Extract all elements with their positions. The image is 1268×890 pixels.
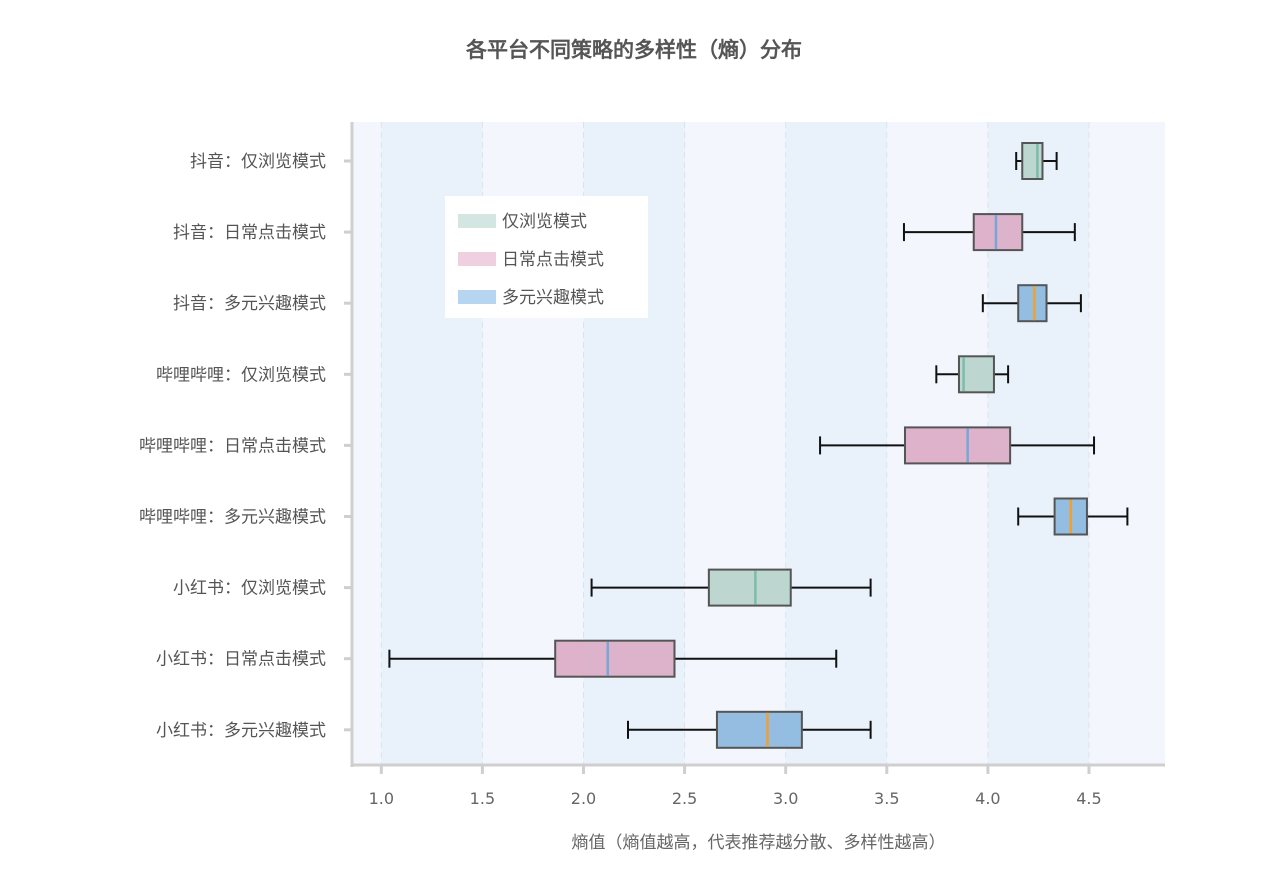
y-tick-label: 抖音：多元兴趣模式 xyxy=(173,294,326,314)
x-tick-label: 2.0 xyxy=(571,789,596,808)
x-tick-label: 4.0 xyxy=(975,789,1000,808)
box-0: 抖音：仅浏览模式 xyxy=(190,142,1058,180)
y-tick-label: 抖音：仅浏览模式 xyxy=(190,152,326,172)
box-iqr xyxy=(972,213,1024,252)
x-tick-label: 3.0 xyxy=(773,789,798,808)
legend-swatch xyxy=(458,252,496,266)
x-tick-label: 2.5 xyxy=(672,789,697,808)
y-tick-label: 哔哩哔哩：多元兴趣模式 xyxy=(139,508,326,528)
x-tick-label: 1.0 xyxy=(369,789,394,808)
box-8: 小红书：多元兴趣模式 xyxy=(156,710,872,749)
box-5: 哔哩哔哩：多元兴趣模式 xyxy=(139,497,1129,536)
box-iqr xyxy=(1021,142,1044,180)
box-3: 哔哩哔哩：仅浏览模式 xyxy=(156,355,1010,394)
x-axis-label: 熵值（熵值越高，代表推荐越分散、多样性越高） xyxy=(571,833,946,853)
y-tick-label: 小红书：仅浏览模式 xyxy=(173,579,326,599)
y-tick-label: 哔哩哔哩：日常点击模式 xyxy=(139,436,326,456)
y-tick-label: 小红书：日常点击模式 xyxy=(156,650,326,670)
legend-label: 多元兴趣模式 xyxy=(502,288,604,308)
legend-swatch xyxy=(458,214,496,228)
chart-title: 各平台不同策略的多样性（熵）分布 xyxy=(466,38,802,62)
legend-swatch xyxy=(458,290,496,304)
y-tick-label: 小红书：多元兴趣模式 xyxy=(156,721,326,741)
box-2: 抖音：多元兴趣模式 xyxy=(173,284,1082,323)
box-7: 小红书：日常点击模式 xyxy=(156,639,838,678)
box-1: 抖音：日常点击模式 xyxy=(173,213,1076,252)
y-tick-label: 抖音：日常点击模式 xyxy=(173,223,326,243)
legend-label: 日常点击模式 xyxy=(502,250,604,270)
box-iqr xyxy=(707,568,792,607)
box-iqr xyxy=(1017,284,1048,323)
x-tick-label: 3.5 xyxy=(874,789,899,808)
legend-label: 仅浏览模式 xyxy=(502,212,587,232)
y-tick-label: 哔哩哔哩：仅浏览模式 xyxy=(156,365,326,385)
box-4: 哔哩哔哩：日常点击模式 xyxy=(139,426,1096,465)
box-iqr xyxy=(715,710,803,749)
x-tick-label: 4.5 xyxy=(1076,789,1101,808)
box-iqr xyxy=(554,639,676,678)
box-6: 小红书：仅浏览模式 xyxy=(173,568,872,607)
background-band xyxy=(785,122,887,765)
box-iqr xyxy=(903,426,1012,465)
x-tick-label: 1.5 xyxy=(470,789,495,808)
